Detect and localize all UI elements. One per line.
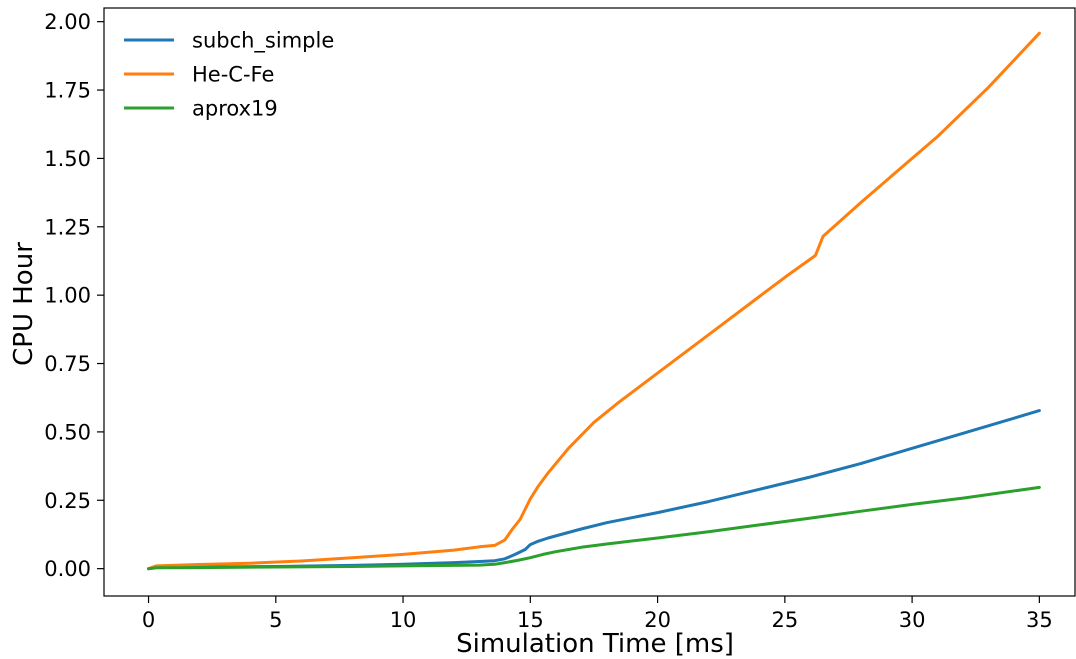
x-tick-label: 0 bbox=[142, 608, 155, 632]
y-tick-label: 0.25 bbox=[44, 489, 91, 513]
legend-label: He-C-Fe bbox=[192, 63, 274, 87]
y-tick-label: 2.00 bbox=[44, 10, 91, 34]
legend-label: aprox19 bbox=[192, 97, 278, 121]
x-tick-label: 20 bbox=[644, 608, 671, 632]
plot-frame bbox=[103, 7, 1076, 597]
y-tick-label: 0.50 bbox=[44, 420, 91, 444]
x-tick-label: 30 bbox=[899, 608, 926, 632]
x-tick-label: 15 bbox=[517, 608, 544, 632]
legend-label: subch_simple bbox=[192, 29, 334, 54]
x-tick-label: 5 bbox=[269, 608, 282, 632]
series-group bbox=[147, 31, 1041, 571]
y-tick-label: 0.75 bbox=[44, 352, 91, 376]
series-line-he-c-fe bbox=[147, 31, 1041, 571]
y-tick-label: 1.75 bbox=[44, 79, 91, 103]
legend: subch_simple He-C-Fe aprox19 bbox=[124, 29, 334, 121]
y-tick-label: 1.50 bbox=[44, 147, 91, 171]
plot-area bbox=[103, 7, 1076, 597]
x-axis-label: Simulation Time [ms] bbox=[456, 629, 734, 659]
y-axis: 0.00 0.25 0.50 0.75 1.00 1.25 1.50 1.75 2.00 bbox=[44, 10, 104, 581]
x-axis: 0 5 10 15 20 25 30 35 bbox=[142, 596, 1053, 632]
y-tick-label: 1.25 bbox=[44, 215, 91, 239]
series-line-aprox19 bbox=[147, 485, 1041, 571]
y-axis-label: CPU Hour bbox=[9, 242, 39, 366]
y-tick-label: 0.00 bbox=[44, 557, 91, 581]
y-tick-label: 1.00 bbox=[44, 284, 91, 308]
x-tick-label: 35 bbox=[1026, 608, 1053, 632]
x-tick-label: 10 bbox=[390, 608, 417, 632]
x-tick-label: 25 bbox=[771, 608, 798, 632]
